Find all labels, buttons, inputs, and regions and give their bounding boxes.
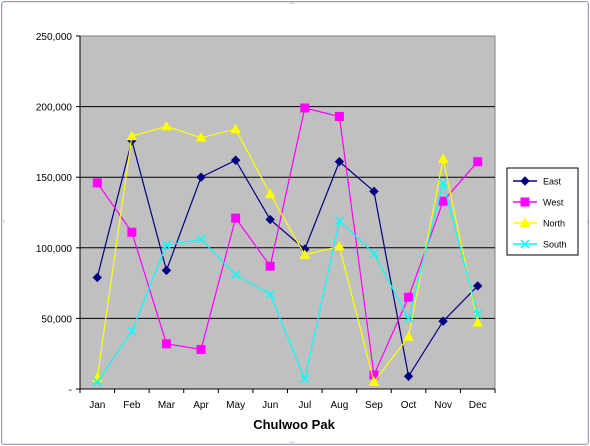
x-tick-label-sep: Sep <box>365 400 383 411</box>
legend-label-south: South <box>543 240 567 250</box>
x-tick-label-oct: Oct <box>401 400 417 411</box>
series-layer <box>91 103 484 387</box>
data-point-west-jul <box>300 103 310 113</box>
legend-marker-west <box>520 197 530 207</box>
data-point-north-mar <box>161 120 172 131</box>
data-point-west-feb <box>127 227 137 237</box>
legend-label-east: East <box>543 177 562 187</box>
data-point-south-jan <box>92 377 102 387</box>
data-point-north-jul <box>299 249 311 259</box>
data-point-north-jun <box>264 188 276 199</box>
bottom-resize-handle[interactable]: ···· <box>289 439 295 446</box>
data-point-west-mar <box>161 339 171 349</box>
legend-marker-south <box>520 239 530 249</box>
data-point-east-may <box>230 155 241 165</box>
data-point-west-may <box>231 213 241 223</box>
legend-label-west: West <box>543 198 564 208</box>
plot-area <box>79 35 496 390</box>
x-tick-label-feb: Feb <box>123 400 141 411</box>
data-point-east-oct <box>403 371 414 381</box>
data-point-north-nov <box>437 153 449 163</box>
data-point-north-may <box>230 123 241 134</box>
data-point-south-apr <box>196 234 206 244</box>
y-tick-label: 250,000 <box>36 32 73 43</box>
y-tick-label: 50,000 <box>41 314 72 325</box>
legend-marker-east <box>520 176 530 186</box>
legend: East West North South <box>506 167 579 256</box>
legend-marker-north <box>519 217 531 227</box>
data-point-north-aug <box>334 240 345 251</box>
data-point-north-feb <box>126 130 138 141</box>
axes: - 50,000 100,000 150,000 200,000 250,000 Jan Fe… <box>36 32 496 411</box>
data-point-west-jan <box>92 178 102 188</box>
data-point-east-jun <box>265 214 275 225</box>
data-point-south-nov <box>438 178 448 188</box>
x-tick-label-aug: Aug <box>330 400 348 411</box>
data-point-south-sep <box>369 248 379 258</box>
data-point-west-dec <box>473 157 483 167</box>
data-point-south-mar <box>161 240 171 250</box>
data-point-south-jun <box>265 289 275 299</box>
x-tick-label-nov: Nov <box>434 400 452 411</box>
series-south <box>92 178 483 387</box>
series-west <box>92 103 483 380</box>
y-tick-label: - <box>69 385 72 396</box>
left-resize-handle[interactable]: ··· <box>0 219 7 223</box>
data-point-west-oct <box>404 292 414 302</box>
y-tick-label: 200,000 <box>36 103 73 114</box>
x-tick-label-dec: Dec <box>469 400 487 411</box>
x-tick-label-jul: Jul <box>298 400 311 411</box>
data-point-east-dec <box>473 281 483 291</box>
data-point-south-dec <box>473 309 483 319</box>
data-point-west-aug <box>334 111 344 121</box>
x-tick-label-may: May <box>226 400 245 411</box>
data-point-west-jun <box>265 261 275 271</box>
data-point-north-apr <box>195 132 207 142</box>
series-line-south <box>96 180 479 383</box>
legend-label-north: North <box>543 219 565 229</box>
data-point-west-nov <box>438 196 448 206</box>
data-point-south-may <box>231 270 241 280</box>
data-point-east-aug <box>334 156 345 167</box>
top-resize-handle[interactable]: ···· <box>289 0 295 7</box>
right-resize-handle[interactable]: ··· <box>584 219 590 223</box>
series-line-west <box>96 107 479 378</box>
data-point-east-sep <box>369 186 379 197</box>
x-tick-label-jan: Jan <box>89 400 105 411</box>
x-tick-label-apr: Apr <box>193 400 209 411</box>
data-point-south-jul <box>300 374 310 384</box>
series-north <box>91 120 484 386</box>
data-point-east-apr <box>196 172 206 182</box>
data-point-south-feb <box>127 326 137 336</box>
series-line-north <box>96 125 479 384</box>
data-point-south-oct <box>404 313 414 323</box>
data-point-west-apr <box>196 344 206 354</box>
data-point-south-aug <box>334 216 344 226</box>
series-line-east <box>96 138 479 378</box>
x-axis-title: Chulwoo Pak <box>253 417 335 432</box>
data-point-north-sep <box>368 376 380 386</box>
x-tick-label-jun: Jun <box>262 400 278 411</box>
data-point-east-jan <box>92 272 102 283</box>
x-tick-label-mar: Mar <box>158 400 176 411</box>
data-point-east-mar <box>161 265 172 276</box>
data-point-east-nov <box>438 316 448 326</box>
y-tick-label: 150,000 <box>36 173 73 184</box>
legend-box <box>506 167 579 256</box>
data-point-north-dec <box>472 317 484 327</box>
data-point-north-oct <box>403 331 414 341</box>
y-tick-label: 100,000 <box>36 244 73 255</box>
